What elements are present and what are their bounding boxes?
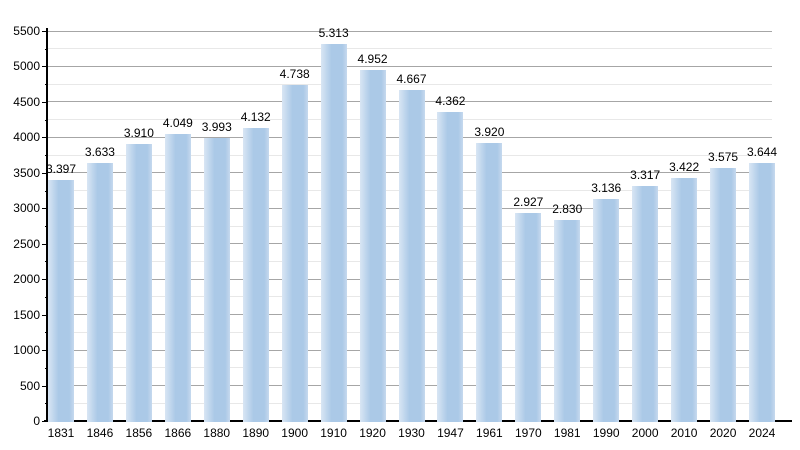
x-axis-label: 1990 xyxy=(592,426,620,440)
x-axis-label: 1856 xyxy=(125,426,153,440)
y-tick-major xyxy=(42,350,48,352)
y-tick-major xyxy=(42,421,48,422)
y-tick-minor xyxy=(45,296,48,298)
x-axis-label: 1846 xyxy=(86,426,114,440)
bar-1900 xyxy=(281,85,308,422)
y-axis-label: 4000 xyxy=(13,130,40,145)
bar-1856 xyxy=(125,143,152,422)
bar-value-label: 4.667 xyxy=(396,72,427,87)
x-axis-label: 1961 xyxy=(476,426,503,440)
bar-value-label: 4.738 xyxy=(279,67,310,82)
bar-value-label: 5.313 xyxy=(318,26,349,41)
y-tick-minor xyxy=(45,261,48,263)
y-axis-label: 3500 xyxy=(13,165,40,180)
gridline-major xyxy=(48,30,772,32)
y-axis-label: 3000 xyxy=(13,201,40,216)
bar-value-label: 3.910 xyxy=(123,125,154,140)
x-axis-label: 1910 xyxy=(320,426,347,440)
y-axis-label: 1500 xyxy=(13,307,40,322)
y-tick-major xyxy=(42,385,48,387)
bar-value-label: 4.362 xyxy=(435,93,466,108)
bar-value-label: 3.422 xyxy=(669,160,700,175)
x-axis-label: 1866 xyxy=(164,426,192,440)
gridline-minor xyxy=(48,48,772,50)
y-tick-minor xyxy=(45,190,48,192)
y-tick-major xyxy=(42,137,48,139)
x-axis-label: 1970 xyxy=(514,426,542,440)
bar-2024 xyxy=(749,162,775,422)
bar-1990 xyxy=(593,198,620,422)
bar-1880 xyxy=(203,137,230,422)
y-tick-minor xyxy=(45,367,48,369)
x-axis-label: 1831 xyxy=(47,426,75,440)
y-tick-minor xyxy=(45,226,48,227)
y-tick-minor xyxy=(45,119,48,121)
y-tick-major xyxy=(42,243,48,245)
bar-value-label: 2.927 xyxy=(513,195,544,210)
gridline-major xyxy=(48,65,772,67)
bar-1930 xyxy=(398,90,425,422)
x-axis-label: 1930 xyxy=(398,426,425,440)
y-tick-minor xyxy=(45,403,48,405)
bar-value-label: 4.952 xyxy=(357,51,388,66)
y-axis-label: 500 xyxy=(19,378,40,393)
x-axis-label: 2020 xyxy=(709,426,737,440)
bar-1970 xyxy=(515,213,542,422)
bar-value-label: 4.132 xyxy=(240,110,271,124)
y-tick-major xyxy=(42,66,48,68)
gridline-minor xyxy=(48,83,772,85)
y-tick-major xyxy=(42,314,48,316)
bar-1947 xyxy=(437,111,464,422)
bar-value-label: 2.830 xyxy=(552,202,583,217)
y-axis-label: 0 xyxy=(33,414,40,428)
bar-value-label: 3.575 xyxy=(708,149,739,164)
bar-1831 xyxy=(48,180,74,422)
bar-value-label: 3.136 xyxy=(591,180,622,195)
x-axis-label: 2010 xyxy=(670,426,698,440)
x-axis-label: 1900 xyxy=(281,426,308,440)
y-tick-minor xyxy=(45,155,48,157)
y-axis-label: 5000 xyxy=(13,59,40,74)
bar-value-label: 3.633 xyxy=(84,145,115,160)
y-tick-major xyxy=(42,31,48,32)
bar-1920 xyxy=(359,69,386,422)
bar-value-label: 4.049 xyxy=(162,115,193,130)
bar-value-label: 3.993 xyxy=(201,119,232,134)
bar-2020 xyxy=(710,167,737,422)
bar-value-label: 3.644 xyxy=(746,144,778,159)
bar-1846 xyxy=(86,163,113,422)
y-axis-line xyxy=(46,28,48,422)
y-tick-minor xyxy=(45,84,48,86)
x-axis-label: 1920 xyxy=(359,426,386,440)
x-axis-label: 2000 xyxy=(631,426,659,440)
y-axis-label: 5500 xyxy=(13,24,40,38)
y-axis-label: 1000 xyxy=(13,343,40,358)
y-tick-major xyxy=(42,208,48,210)
x-axis-label: 2024 xyxy=(748,426,776,440)
y-axis-label: 2000 xyxy=(13,272,40,287)
x-axis-label: 1890 xyxy=(242,426,270,440)
y-axis-label: 2500 xyxy=(13,236,40,251)
bar-value-label: 3.920 xyxy=(474,125,505,140)
x-axis-label: 1880 xyxy=(203,426,231,440)
bar-1866 xyxy=(164,133,191,422)
y-tick-major xyxy=(42,101,48,103)
bar-value-label: 3.397 xyxy=(45,162,77,177)
y-tick-major xyxy=(42,279,48,281)
x-axis-label: 1981 xyxy=(553,426,581,440)
x-axis-label: 1947 xyxy=(437,426,464,440)
y-tick-major xyxy=(42,172,48,174)
bar-1890 xyxy=(242,128,269,422)
y-tick-minor xyxy=(45,48,48,50)
bar-1961 xyxy=(476,143,503,422)
bar-2010 xyxy=(671,178,698,422)
y-tick-minor xyxy=(45,332,48,334)
bar-1910 xyxy=(320,44,347,422)
y-axis-label: 4500 xyxy=(13,94,40,109)
bar-1981 xyxy=(554,220,581,422)
bar-value-label: 3.317 xyxy=(630,167,661,182)
bar-2000 xyxy=(632,185,659,422)
